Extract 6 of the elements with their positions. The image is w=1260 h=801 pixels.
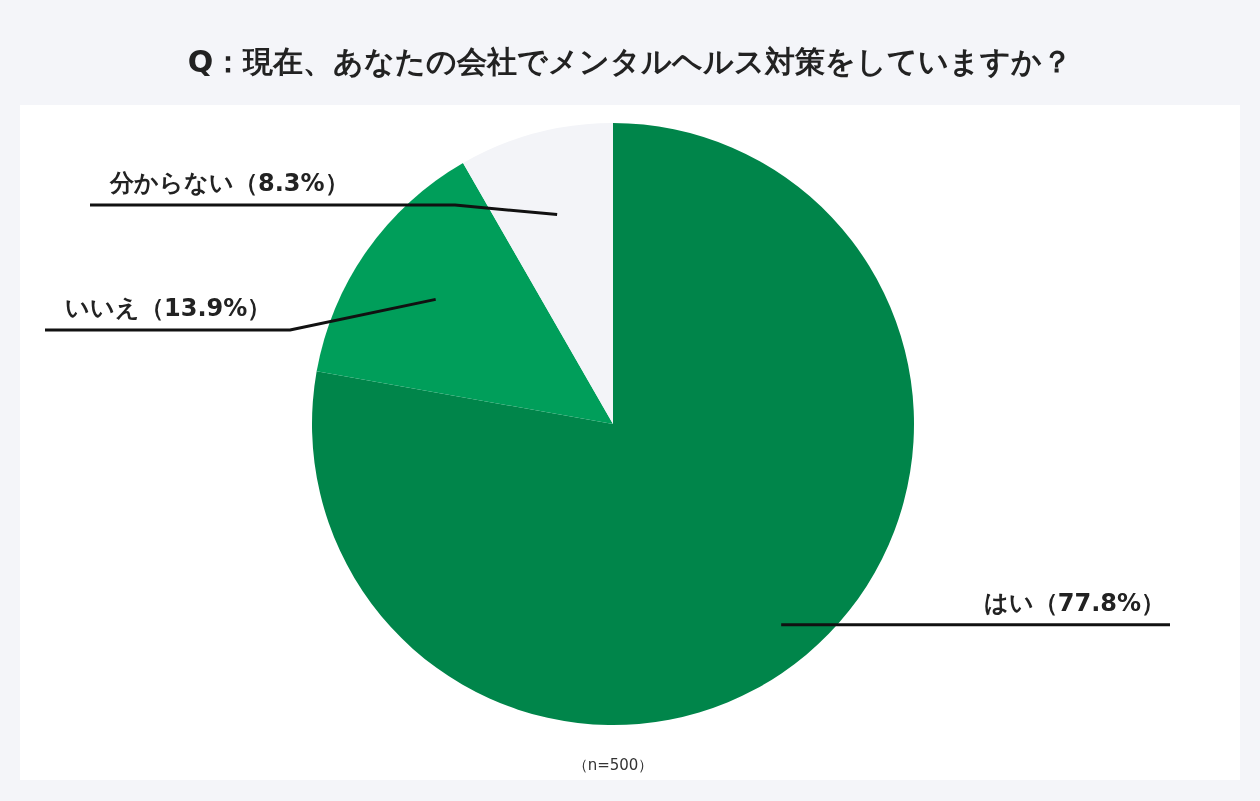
slice-label: はい（77.8%） (983, 588, 1165, 617)
chart-title: Q：現在、あなたの会社でメンタルヘルス対策をしていますか？ (187, 44, 1073, 79)
slice-label: いいえ（13.9%） (65, 294, 272, 322)
slice-label: 分からない（8.3%） (109, 169, 349, 197)
text: （n=500） (572, 756, 654, 774)
pie-slice (463, 123, 613, 424)
